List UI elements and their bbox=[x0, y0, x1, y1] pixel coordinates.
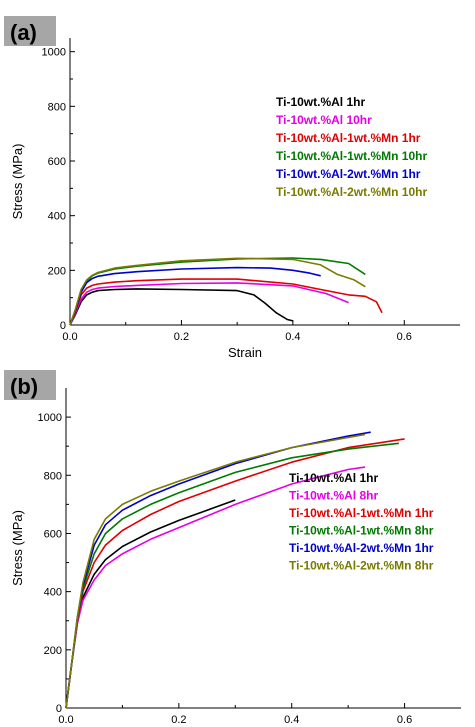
legend-entry-4: Ti-10wt.%Al-1wt.%Mn 8hr bbox=[289, 524, 434, 538]
x-tick-label: 0.0 bbox=[62, 331, 77, 343]
y-tick-label: 200 bbox=[48, 265, 66, 277]
y-tick-label: 600 bbox=[44, 528, 62, 540]
y-tick-label: 400 bbox=[44, 587, 62, 599]
series-line-1 bbox=[69, 288, 294, 326]
y-tick-label: 200 bbox=[44, 645, 62, 657]
x-tick-label: 0.2 bbox=[174, 331, 189, 343]
series-line-6 bbox=[69, 257, 366, 326]
y-tick-label: 1000 bbox=[42, 47, 66, 59]
series-line-2 bbox=[65, 466, 366, 709]
legend-entry-1: Ti-10wt.%Al 1hr bbox=[276, 95, 365, 109]
plot-b: 0.00.20.40.602004006008001000StrainStres… bbox=[10, 388, 461, 726]
legend-entry-5: Ti-10wt.%Al-2wt.%Mn 1hr bbox=[289, 541, 434, 555]
legend-entry-6: Ti-10wt.%Al-2wt.%Mn 10hr bbox=[276, 185, 427, 199]
x-tick-label: 0.2 bbox=[171, 714, 186, 726]
y-tick-label: 800 bbox=[48, 101, 66, 113]
x-tick-label: 0.0 bbox=[58, 714, 73, 726]
x-tick-label: 0.6 bbox=[397, 331, 412, 343]
y-tick-label: 0 bbox=[56, 703, 62, 715]
y-tick-label: 400 bbox=[48, 211, 66, 223]
y-tick-label: 0 bbox=[60, 320, 66, 332]
panel-a: (a) 0.0 0.2 0.4 0.6 0 200 400 600 800 1000 Strain S… bbox=[4, 16, 460, 360]
panel-b-label: (b) bbox=[10, 374, 38, 399]
y-tick-label: 800 bbox=[44, 470, 62, 482]
panel-b: (b) 0.00.20.40.602004006008001000StrainS… bbox=[4, 370, 461, 726]
x-tick-label: 0.4 bbox=[285, 331, 300, 343]
y-axis-label: Stress (MPa) bbox=[10, 510, 25, 586]
legend-entry-5: Ti-10wt.%Al-2wt.%Mn 1hr bbox=[276, 167, 421, 181]
y-axis-label: Stress (MPa) bbox=[10, 144, 25, 220]
panel-a-label-box bbox=[4, 16, 56, 46]
legend-entry-4: Ti-10wt.%Al-1wt.%Mn 10hr bbox=[276, 149, 427, 163]
series-line-1 bbox=[65, 499, 236, 709]
x-axis-label: Strain bbox=[228, 345, 262, 360]
x-tick-label: 0.4 bbox=[284, 714, 299, 726]
series-line-5 bbox=[69, 266, 321, 326]
series-line-3 bbox=[69, 278, 383, 326]
panel-a-label: (a) bbox=[10, 20, 37, 45]
y-tick-label: 600 bbox=[48, 156, 66, 168]
legend-entry-3: Ti-10wt.%Al-1wt.%Mn 1hr bbox=[289, 506, 434, 520]
legend-entry-3: Ti-10wt.%Al-1wt.%Mn 1hr bbox=[276, 131, 421, 145]
legend-entry-6: Ti-10wt.%Al-2wt.%Mn 8hr bbox=[289, 559, 434, 573]
panel-b-label-box bbox=[4, 370, 56, 400]
legend-entry-1: Ti-10wt.%Al 1hr bbox=[289, 471, 378, 485]
series-line-6 bbox=[65, 433, 366, 709]
legend-entry-2: Ti-10wt.%Al 8hr bbox=[289, 489, 378, 503]
y-tick-label: 1000 bbox=[38, 412, 62, 424]
x-tick-label: 0.6 bbox=[397, 714, 412, 726]
plot-a: 0.0 0.2 0.4 0.6 0 200 400 600 800 1000 Strain Stres… bbox=[10, 38, 460, 360]
series-line-2 bbox=[69, 282, 349, 326]
legend-entry-2: Ti-10wt.%Al 10hr bbox=[276, 113, 372, 127]
